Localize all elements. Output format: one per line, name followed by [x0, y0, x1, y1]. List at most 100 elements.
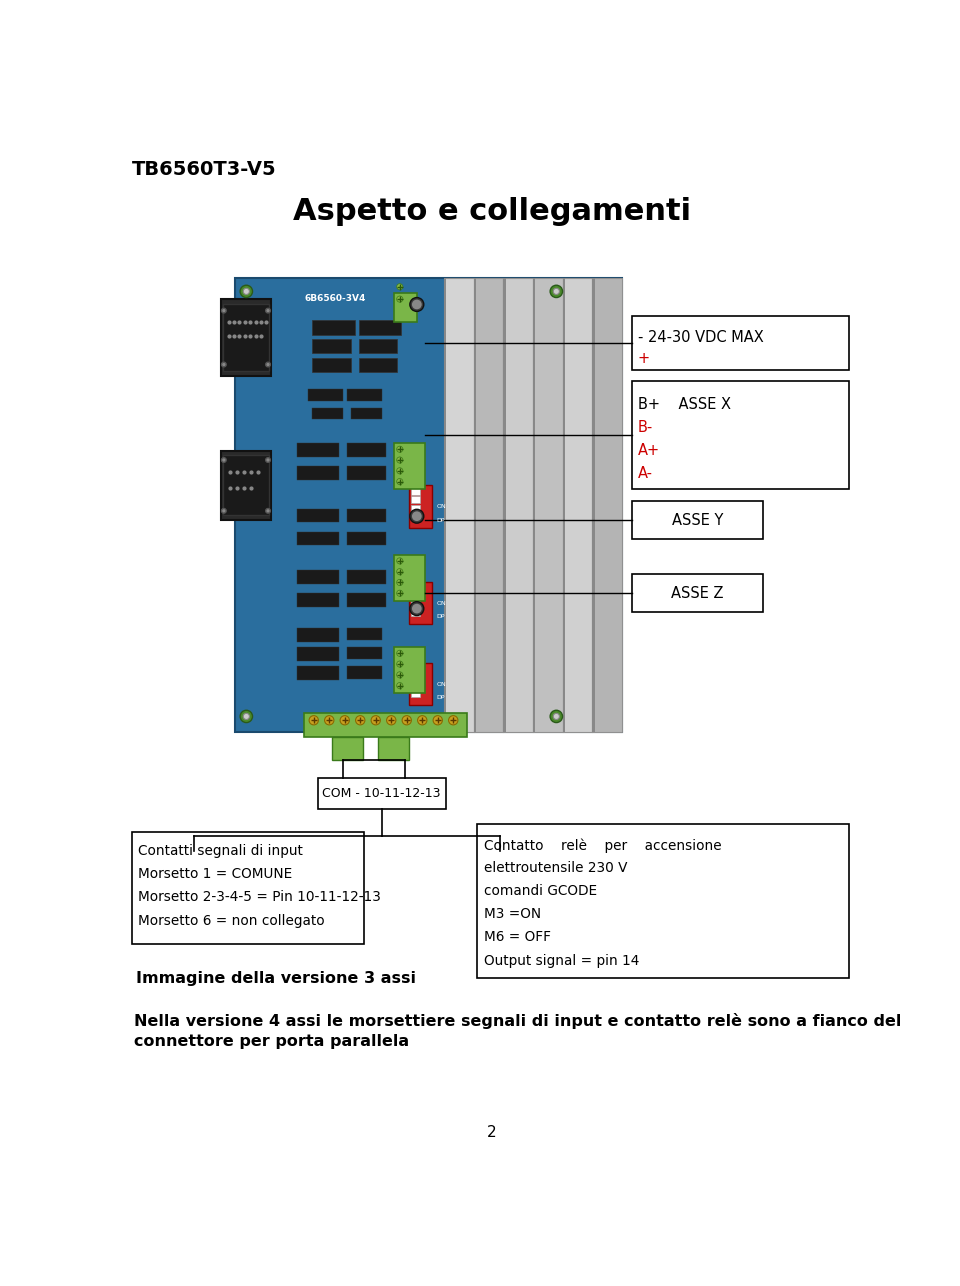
- Ellipse shape: [550, 710, 563, 723]
- Ellipse shape: [550, 285, 563, 297]
- Ellipse shape: [266, 309, 271, 312]
- Ellipse shape: [433, 715, 443, 725]
- Bar: [312, 409, 344, 419]
- Bar: [221, 451, 271, 520]
- Text: Morsetto 6 = non collegato: Morsetto 6 = non collegato: [138, 913, 324, 927]
- Bar: [297, 666, 339, 680]
- Bar: [348, 466, 386, 480]
- Bar: [297, 531, 339, 545]
- Ellipse shape: [243, 714, 250, 719]
- Ellipse shape: [387, 715, 396, 725]
- Ellipse shape: [240, 285, 252, 297]
- Text: TB6560T3-V5: TB6560T3-V5: [132, 161, 276, 180]
- Bar: [394, 293, 417, 323]
- Ellipse shape: [553, 288, 560, 294]
- Text: - 24-30 VDC MAX: - 24-30 VDC MAX: [637, 331, 763, 345]
- Bar: [592, 278, 622, 732]
- Bar: [503, 278, 506, 732]
- Bar: [533, 278, 536, 732]
- Bar: [411, 674, 420, 680]
- Bar: [411, 496, 420, 503]
- Bar: [234, 278, 622, 732]
- Ellipse shape: [396, 446, 403, 453]
- Text: connettore per porta parallela: connettore per porta parallela: [134, 1034, 409, 1049]
- Ellipse shape: [412, 603, 421, 613]
- Bar: [409, 662, 432, 705]
- Ellipse shape: [266, 363, 271, 367]
- Bar: [411, 504, 420, 512]
- Bar: [411, 584, 420, 590]
- Text: M6 = OFF: M6 = OFF: [484, 931, 551, 944]
- Bar: [223, 303, 269, 372]
- Ellipse shape: [410, 297, 423, 311]
- Ellipse shape: [222, 309, 227, 312]
- Bar: [304, 712, 468, 737]
- Text: ASSE Z: ASSE Z: [671, 585, 724, 601]
- Bar: [308, 390, 344, 401]
- Ellipse shape: [222, 508, 227, 513]
- Text: Nella versione 4 assi le morsettiere segnali di input e contatto relè sono a fia: Nella versione 4 assi le morsettiere seg…: [134, 1013, 901, 1029]
- Text: Morsetto 1 = COMUNE: Morsetto 1 = COMUNE: [138, 867, 292, 881]
- Bar: [297, 444, 339, 457]
- Ellipse shape: [410, 509, 423, 523]
- Bar: [411, 610, 420, 616]
- Text: Aspetto e collegamenti: Aspetto e collegamenti: [293, 197, 691, 225]
- Ellipse shape: [396, 580, 403, 585]
- Bar: [592, 278, 595, 732]
- Bar: [221, 300, 271, 376]
- Ellipse shape: [448, 715, 458, 725]
- Bar: [444, 278, 446, 732]
- Ellipse shape: [396, 296, 403, 302]
- Ellipse shape: [412, 512, 421, 521]
- Bar: [632, 574, 763, 612]
- Ellipse shape: [372, 715, 380, 725]
- Bar: [632, 382, 849, 489]
- Text: Contatto    relè    per    accensione: Contatto relè per accensione: [484, 838, 722, 853]
- Text: Immagine della versione 3 assi: Immagine della versione 3 assi: [135, 971, 416, 985]
- Bar: [411, 665, 420, 671]
- Bar: [312, 359, 351, 372]
- Bar: [632, 500, 763, 539]
- Bar: [312, 340, 351, 352]
- Ellipse shape: [340, 715, 349, 725]
- Text: comandi GCODE: comandi GCODE: [484, 885, 597, 899]
- Ellipse shape: [243, 288, 250, 294]
- Bar: [533, 278, 563, 732]
- Text: A-: A-: [637, 466, 653, 481]
- Ellipse shape: [396, 284, 403, 289]
- Text: DP: DP: [436, 694, 444, 700]
- Ellipse shape: [396, 478, 403, 485]
- Bar: [318, 778, 445, 809]
- Ellipse shape: [396, 661, 403, 667]
- Bar: [348, 531, 386, 545]
- Ellipse shape: [396, 651, 403, 656]
- Bar: [411, 601, 420, 608]
- Text: DP: DP: [436, 517, 444, 522]
- Ellipse shape: [240, 710, 252, 723]
- Ellipse shape: [396, 683, 403, 689]
- Ellipse shape: [222, 363, 227, 367]
- Bar: [563, 278, 565, 732]
- Bar: [348, 390, 382, 401]
- Text: +: +: [637, 351, 650, 365]
- Text: ASSE Y: ASSE Y: [672, 513, 723, 527]
- Bar: [411, 691, 420, 697]
- Ellipse shape: [309, 715, 319, 725]
- Bar: [351, 409, 382, 419]
- Bar: [359, 340, 397, 352]
- Bar: [312, 320, 355, 336]
- Bar: [331, 737, 363, 760]
- Ellipse shape: [412, 300, 421, 310]
- Bar: [348, 628, 382, 640]
- Bar: [503, 278, 533, 732]
- Bar: [394, 647, 424, 693]
- Bar: [348, 508, 386, 522]
- Bar: [411, 513, 420, 520]
- Bar: [394, 444, 424, 489]
- Bar: [132, 832, 364, 944]
- Ellipse shape: [553, 714, 560, 719]
- Text: 6B6560-3V4: 6B6560-3V4: [304, 294, 366, 303]
- Ellipse shape: [396, 671, 403, 678]
- Bar: [348, 647, 382, 660]
- Ellipse shape: [410, 602, 423, 616]
